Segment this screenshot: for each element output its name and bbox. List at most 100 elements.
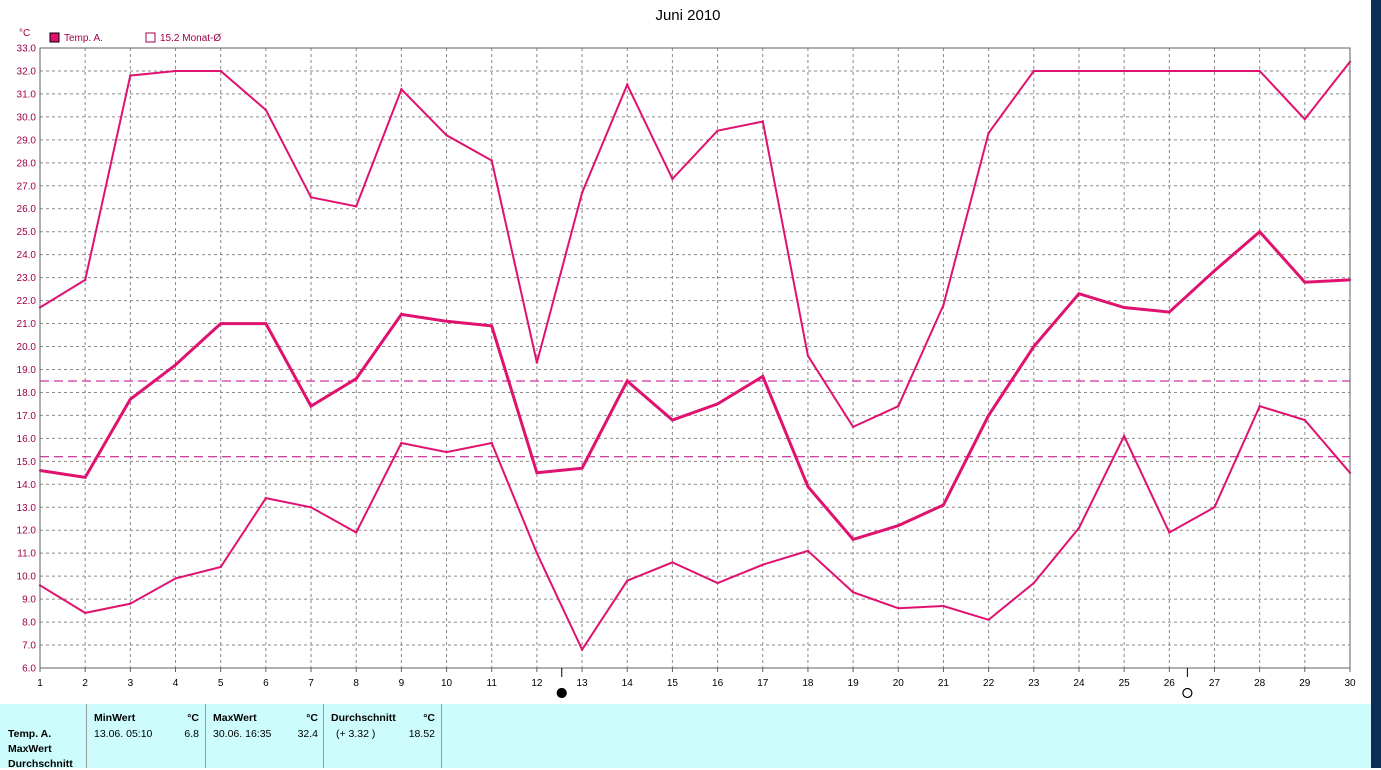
legend-swatch-temp bbox=[49, 32, 60, 43]
y-tick-label: 15.0 bbox=[17, 457, 37, 468]
x-tick-label: 15 bbox=[667, 678, 679, 689]
x-tick-label: 17 bbox=[757, 678, 769, 689]
y-axis-ticks: 6.0 7.0 8.0 9.0 10.0 11.0 12.0 13.0 14.0 15.0 16.0… bbox=[17, 44, 37, 675]
x-tick-label: 3 bbox=[128, 678, 134, 689]
stats-min-value: 6.8 bbox=[184, 728, 199, 740]
data-point-avg bbox=[987, 414, 990, 417]
y-tick-label: 10.0 bbox=[17, 572, 37, 583]
y-tick-label: 8.0 bbox=[22, 618, 36, 629]
series-line-max bbox=[39, 61, 1351, 429]
data-point-avg bbox=[716, 402, 719, 406]
x-tick-label: 25 bbox=[1119, 678, 1131, 689]
series bbox=[38, 60, 1352, 652]
moon-markers bbox=[556, 668, 1193, 699]
y-axis-unit: °C bbox=[19, 28, 30, 39]
data-point-avg bbox=[942, 503, 945, 507]
x-tick-label: 26 bbox=[1164, 678, 1176, 689]
x-tick-label: 8 bbox=[353, 678, 359, 689]
data-point-avg bbox=[264, 322, 268, 325]
y-tick-label: 24.0 bbox=[17, 250, 37, 261]
data-point-min bbox=[580, 648, 584, 651]
data-point-avg bbox=[219, 322, 222, 325]
data-point-min bbox=[1303, 418, 1307, 422]
stats-min-date: 13.06. 05:10 bbox=[94, 728, 153, 740]
data-point-avg bbox=[309, 405, 313, 408]
data-point-avg bbox=[761, 375, 764, 378]
grid bbox=[40, 48, 1350, 668]
data-point-avg bbox=[897, 524, 900, 527]
y-tick-label: 26.0 bbox=[17, 204, 37, 215]
data-point-min bbox=[1077, 526, 1081, 530]
x-tick-label: 11 bbox=[487, 678, 498, 689]
data-point-avg bbox=[535, 471, 539, 475]
stats-avg-header: Durchschnitt bbox=[331, 712, 396, 724]
data-point-min bbox=[129, 602, 132, 605]
y-tick-label: 16.0 bbox=[17, 434, 37, 445]
x-tick-label: 18 bbox=[802, 678, 814, 689]
data-point-max bbox=[1168, 69, 1171, 73]
data-point-max bbox=[1032, 69, 1035, 73]
data-point-max bbox=[445, 134, 448, 137]
stats-min-unit: °C bbox=[187, 712, 199, 724]
y-tick-label: 14.0 bbox=[17, 480, 37, 491]
stats-avg-value: 18.52 bbox=[408, 728, 435, 740]
x-tick-label: 27 bbox=[1209, 678, 1221, 689]
data-point-avg bbox=[1032, 345, 1035, 348]
data-point-avg bbox=[1213, 269, 1216, 272]
y-tick-label: 12.0 bbox=[17, 526, 37, 537]
x-tick-label: 4 bbox=[173, 678, 179, 689]
y-tick-label: 30.0 bbox=[17, 112, 37, 123]
chart-title: Juni 2010 bbox=[655, 7, 720, 24]
data-point-max bbox=[1077, 69, 1081, 73]
stats-row-label-temp: Temp. A. bbox=[8, 728, 52, 740]
data-point-max bbox=[355, 205, 358, 208]
data-point-min bbox=[987, 618, 990, 621]
x-tick-label: 28 bbox=[1254, 678, 1266, 689]
x-tick-label: 16 bbox=[712, 678, 724, 689]
y-tick-label: 29.0 bbox=[17, 135, 37, 146]
data-point-min bbox=[1032, 581, 1035, 585]
x-tick-label: 14 bbox=[622, 678, 634, 689]
y-tick-label: 21.0 bbox=[17, 319, 37, 330]
stats-max-date: 30.06. 16:35 bbox=[213, 728, 272, 740]
reference-lines bbox=[40, 380, 1350, 458]
y-tick-label: 9.0 bbox=[22, 595, 36, 606]
data-point-max bbox=[535, 361, 539, 364]
data-point-max bbox=[83, 278, 87, 282]
y-tick-label: 20.0 bbox=[17, 342, 37, 353]
data-point-min bbox=[400, 441, 403, 445]
y-tick-label: 25.0 bbox=[17, 227, 37, 238]
x-tick-label: 9 bbox=[399, 678, 405, 689]
data-point-avg bbox=[806, 485, 810, 488]
legend-swatch-monthly-avg bbox=[145, 32, 156, 43]
data-point-avg bbox=[1303, 281, 1307, 284]
x-tick-label: 2 bbox=[82, 678, 88, 689]
stats-max-value: 32.4 bbox=[297, 728, 318, 740]
new-moon-icon bbox=[556, 687, 567, 699]
data-point-avg bbox=[355, 377, 358, 380]
y-tick-label: 23.0 bbox=[17, 273, 37, 284]
y-tick-label: 27.0 bbox=[17, 181, 37, 192]
data-point-max bbox=[580, 191, 584, 194]
x-tick-label: 19 bbox=[848, 678, 860, 689]
data-point-min bbox=[1122, 434, 1126, 438]
data-point-avg bbox=[580, 467, 584, 470]
stats-min-header: MinWert bbox=[94, 712, 136, 724]
x-tick-label: 20 bbox=[893, 678, 905, 689]
data-point-avg bbox=[626, 379, 629, 383]
data-point-min bbox=[355, 531, 358, 534]
legend: Temp. A. 15.2 Monat-Ø bbox=[49, 32, 221, 44]
stats-col-avg: Durchschnitt °C (+ 3.32 ) 18.52 bbox=[323, 704, 442, 768]
data-point-min bbox=[490, 441, 493, 445]
series-line-min bbox=[39, 404, 1351, 652]
data-point-min bbox=[897, 607, 900, 610]
x-tick-label: 30 bbox=[1344, 678, 1356, 689]
x-tick-label: 24 bbox=[1073, 678, 1085, 689]
x-tick-label: 21 bbox=[938, 678, 950, 689]
stats-avg-delta: (+ 3.32 ) bbox=[336, 728, 376, 740]
data-point-min bbox=[174, 577, 177, 580]
data-point-min bbox=[264, 496, 268, 500]
stats-panel: Temp. A. MaxWert Durchschnitt MinWert °C… bbox=[0, 704, 1371, 770]
data-point-min bbox=[1168, 531, 1171, 534]
data-point-max bbox=[264, 108, 268, 112]
